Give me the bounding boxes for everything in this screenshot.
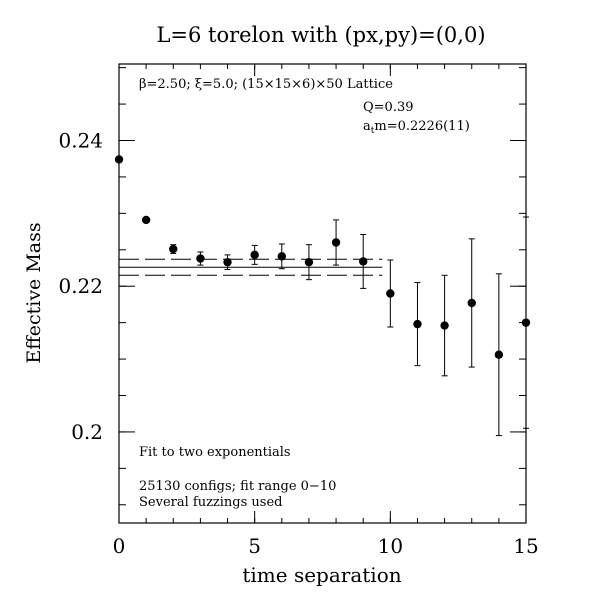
q-annotation: Q=0.39	[363, 100, 414, 115]
axis-ticks	[118, 64, 527, 523]
lattice-annotation: β=2.50; ξ=5.0; (15×15×6)×50 Lattice	[139, 77, 393, 92]
data-point	[331, 238, 341, 247]
configs-annotation: 25130 configs; fit range 0−10	[139, 479, 336, 494]
data-point	[440, 321, 449, 330]
mass-annotation: atm=0.2226(11)	[363, 119, 470, 136]
data-point	[494, 350, 504, 359]
data-point	[223, 257, 232, 267]
y-tick-label: 0.24	[58, 129, 103, 153]
mass-prefix: a	[363, 119, 371, 134]
tick-labels: 0 5 10 15 0.2 0.22 0.24	[58, 129, 538, 559]
chart-title: L=6 torelon with (px,py)=(0,0)	[156, 23, 485, 47]
fuzzing-annotation: Several fuzzings used	[139, 495, 283, 510]
fit-band	[119, 258, 383, 276]
fit-annotation: Fit to two exponentials	[139, 445, 291, 460]
mass-value: m=0.2226(11)	[374, 119, 469, 134]
y-tick-label: 0.22	[58, 274, 103, 298]
data-point	[386, 289, 395, 298]
data-point	[359, 257, 368, 266]
data-point	[169, 244, 178, 254]
data-points	[114, 155, 531, 437]
data-point	[277, 252, 286, 261]
data-point	[521, 318, 531, 327]
x-tick-label: 15	[513, 534, 538, 558]
x-axis-label: time separation	[242, 563, 401, 587]
mass-subscript: t	[371, 126, 375, 136]
data-point	[114, 155, 124, 164]
x-tick-label: 0	[113, 534, 126, 558]
x-tick-label: 5	[248, 534, 261, 558]
y-tick-label: 0.2	[71, 420, 103, 444]
x-tick-label: 10	[378, 534, 403, 558]
data-point	[304, 257, 314, 267]
data-point	[196, 254, 205, 263]
data-point	[141, 215, 151, 225]
data-point	[467, 298, 476, 308]
data-point	[413, 319, 422, 329]
y-axis-label: Effective Mass	[23, 222, 45, 363]
data-point	[250, 250, 259, 260]
